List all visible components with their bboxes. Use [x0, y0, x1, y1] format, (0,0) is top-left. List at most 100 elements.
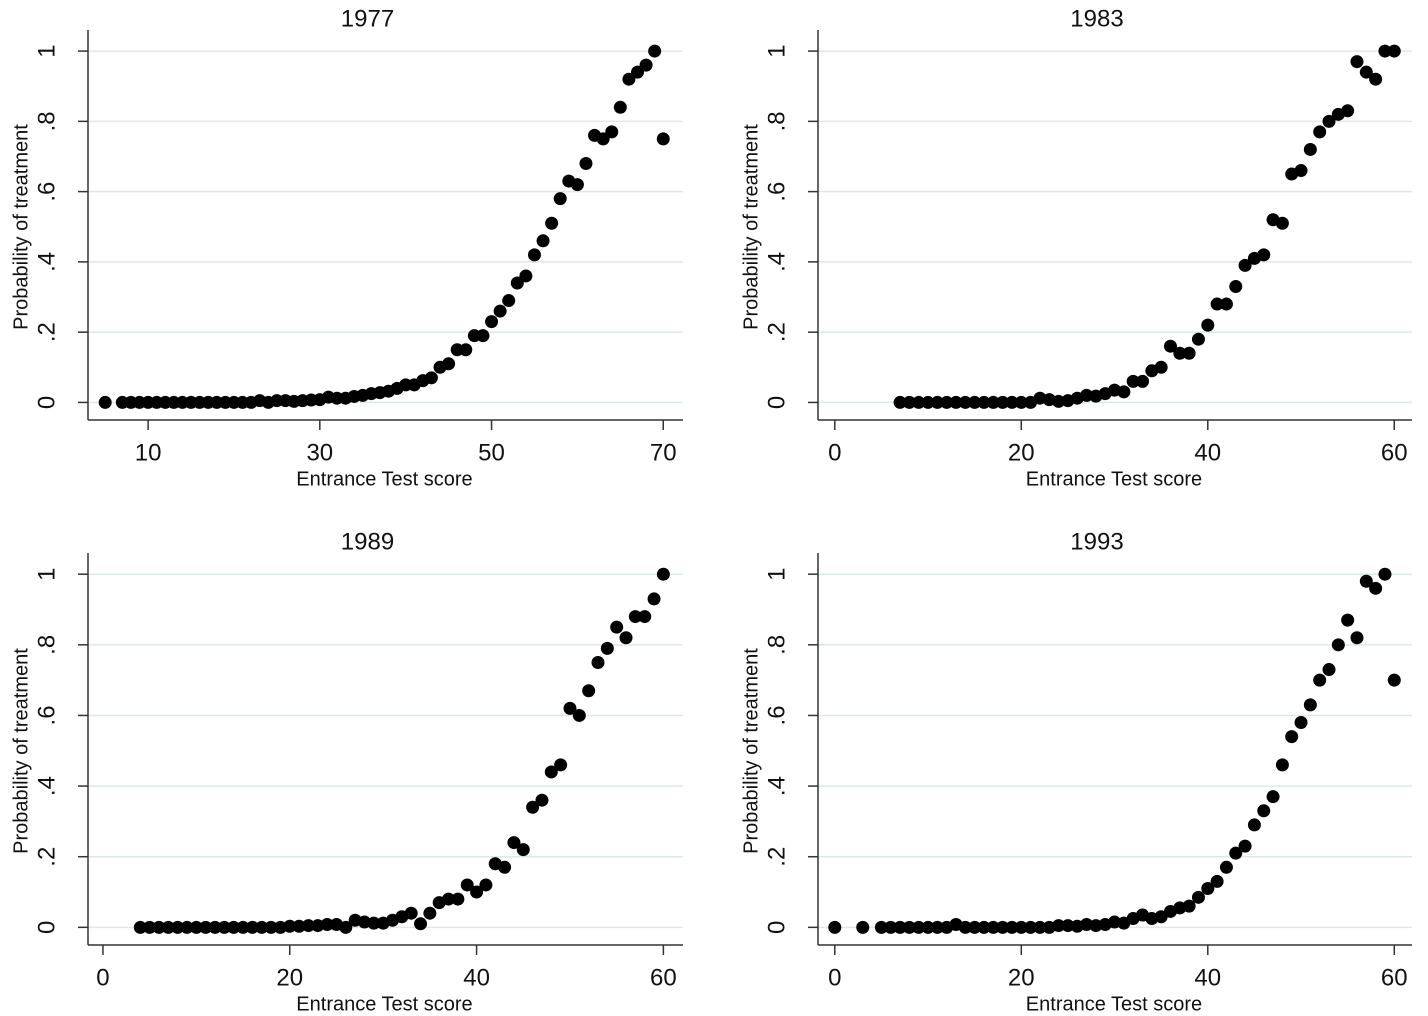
- point: [1387, 673, 1401, 687]
- point: [527, 248, 541, 262]
- point: [1080, 388, 1094, 402]
- point: [544, 765, 558, 779]
- point: [958, 920, 972, 934]
- point: [1210, 297, 1224, 311]
- point: [1285, 730, 1299, 744]
- y-axis-label: Probability of treatment: [740, 124, 762, 330]
- point: [1350, 631, 1364, 645]
- point: [630, 65, 644, 79]
- point: [460, 878, 474, 892]
- point: [217, 920, 231, 934]
- point: [451, 892, 465, 906]
- point: [949, 395, 963, 409]
- point: [968, 395, 982, 409]
- point: [968, 920, 982, 934]
- point: [600, 641, 614, 655]
- point: [1294, 716, 1308, 730]
- y-tick-label: .6: [33, 705, 60, 725]
- point: [856, 920, 870, 934]
- y-tick-label: .8: [763, 635, 790, 655]
- y-tick-label: .4: [33, 252, 60, 272]
- x-axis-label: Entrance Test score: [296, 993, 472, 1015]
- point: [1052, 394, 1066, 408]
- point: [442, 892, 456, 906]
- point: [902, 395, 916, 409]
- point: [535, 793, 549, 807]
- point: [1350, 55, 1364, 69]
- point: [424, 371, 438, 385]
- panel-title: 1989: [341, 528, 394, 555]
- point: [605, 125, 619, 139]
- y-axis-label: Probability of treatment: [10, 124, 32, 330]
- x-tick-label: 40: [463, 964, 490, 991]
- y-tick-label: 1: [763, 568, 790, 581]
- point: [1014, 395, 1028, 409]
- point: [1117, 385, 1131, 399]
- y-tick-label: 1: [33, 568, 60, 581]
- point: [563, 701, 577, 715]
- point: [656, 567, 670, 581]
- point: [1341, 104, 1355, 118]
- y-tick-label: .4: [33, 776, 60, 796]
- point: [622, 72, 636, 86]
- point: [98, 395, 112, 409]
- point: [1163, 339, 1177, 353]
- point: [986, 920, 1000, 934]
- y-tick-label: .2: [763, 322, 790, 342]
- point: [1378, 567, 1392, 581]
- point: [610, 620, 624, 634]
- point: [1247, 818, 1261, 832]
- point: [414, 917, 428, 931]
- point: [579, 157, 593, 171]
- point: [884, 920, 898, 934]
- point: [485, 315, 499, 329]
- y-tick-label: 1: [33, 44, 60, 57]
- point: [1322, 663, 1336, 677]
- point: [996, 395, 1010, 409]
- point: [1369, 72, 1383, 86]
- x-tick-label: 60: [1381, 439, 1408, 466]
- point: [1005, 920, 1019, 934]
- point: [1182, 346, 1196, 360]
- x-tick-label: 40: [1194, 439, 1221, 466]
- y-tick-label: .6: [763, 182, 790, 202]
- x-tick-label: 30: [306, 439, 333, 466]
- x-tick-label: 70: [650, 439, 677, 466]
- point: [554, 758, 568, 772]
- x-tick-label: 20: [1008, 964, 1035, 991]
- point: [1275, 216, 1289, 230]
- point: [180, 920, 194, 934]
- point: [1219, 860, 1233, 874]
- point: [292, 919, 306, 933]
- x-tick-label: 60: [1381, 964, 1408, 991]
- point: [510, 276, 524, 290]
- point: [1303, 142, 1317, 156]
- point: [1238, 839, 1252, 853]
- point: [958, 395, 972, 409]
- y-tick-label: .4: [763, 252, 790, 272]
- point: [516, 843, 530, 857]
- point: [367, 916, 381, 930]
- point: [423, 906, 437, 920]
- y-tick-label: 0: [33, 396, 60, 409]
- point: [245, 920, 259, 934]
- point: [930, 395, 944, 409]
- point: [619, 631, 633, 645]
- y-tick-label: .2: [763, 847, 790, 867]
- point: [1201, 881, 1215, 895]
- point: [1387, 44, 1401, 58]
- point: [639, 58, 653, 72]
- point: [536, 234, 550, 248]
- y-tick-label: .8: [763, 111, 790, 131]
- point: [143, 920, 157, 934]
- point: [930, 920, 944, 934]
- point: [479, 878, 493, 892]
- point: [1257, 248, 1271, 262]
- point: [591, 655, 605, 669]
- y-tick-label: 0: [763, 396, 790, 409]
- y-axis-label: Probability of treatment: [10, 648, 32, 854]
- point: [1182, 899, 1196, 913]
- x-tick-label: 40: [1194, 964, 1221, 991]
- y-tick-label: .6: [763, 705, 790, 725]
- point: [553, 192, 567, 206]
